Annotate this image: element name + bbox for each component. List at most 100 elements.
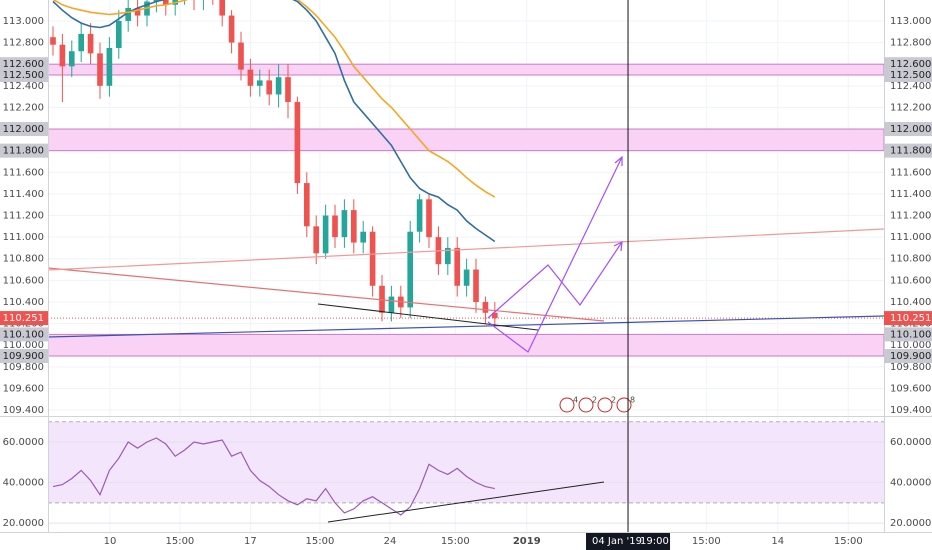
y-tick-label: 111.000 [3,232,44,243]
price-label-box [0,57,48,72]
price-label: 112.000 [3,124,44,135]
x-tick-label: 15:00 [306,536,335,547]
price-label-box [884,143,932,158]
y-tick-label: 112.200 [3,102,44,113]
event-icon [597,397,613,413]
y-tick-label: 110.000 [3,340,44,351]
price-label-box [884,122,932,137]
candle-body [162,0,169,5]
price-label: 109.900 [3,351,44,362]
y-tick-label: 111.400 [890,189,931,200]
event-icon [578,397,594,413]
candle-body [388,296,395,313]
y-tick-label: 110.800 [3,254,44,265]
candle-body [416,199,423,232]
y-tick-label: 110.600 [3,275,44,286]
moving-average [52,0,496,243]
event-icon [616,397,632,413]
price-label: 110.251 [890,313,931,324]
candle-body [407,231,414,308]
price-label: 111.800 [890,146,931,157]
y-tick-label: 109.800 [890,362,931,373]
rsi-band [48,421,884,503]
candle-body [50,37,56,45]
candle-body [491,312,498,319]
candle-body [463,269,470,286]
candle-body [369,231,376,286]
candle-body [266,80,273,95]
x-tick-label: 24 [384,536,397,547]
rsi-tick-label: 40.0000 [890,478,931,489]
rsi-trend-line [327,481,605,523]
trend-line [317,303,539,331]
zone [48,128,884,152]
candle-body [285,77,291,103]
rsi-pane [48,421,884,524]
rsi-tick-label: 40.0000 [3,478,44,489]
x-tick-label: 17 [244,536,257,547]
candle-body [228,15,235,43]
candle-body [332,215,338,238]
price-label: 112.500 [3,70,44,81]
price-label: 112.500 [890,70,931,81]
candle-body [322,215,329,254]
price-label: 112.600 [3,59,44,70]
price-label: 112.000 [890,124,931,135]
zone [48,333,884,357]
candle-body [294,102,301,184]
rsi-tick-label: 20.0000 [890,518,931,529]
trend-line [48,228,884,271]
candle-body [303,183,310,227]
y-tick-label: 111.200 [890,211,931,222]
y-tick-label: 113.000 [3,16,44,27]
moving-average [52,0,496,198]
crosshair-date: 04 Jan '19 [592,536,642,547]
y-tick-label: 110.400 [890,297,931,308]
y-tick-label: 110.800 [890,254,931,265]
rsi-line [52,437,495,516]
y-tick-label: 109.400 [890,405,931,416]
event-count: 2 [611,396,616,405]
candle-body [115,20,122,48]
candle-body [454,247,461,286]
price-label-box [884,349,932,364]
rsi-tick-label: 60.0000 [890,437,931,448]
y-tick-label: 112.400 [890,81,931,92]
y-tick-label: 112.400 [3,81,44,92]
price-pane [48,0,884,326]
y-tick-label: 111.400 [3,189,44,200]
price-label-box [884,57,932,72]
candle-body [444,247,451,265]
candle-body [134,7,141,16]
y-tick-label: 109.800 [3,362,44,373]
y-tick-label: 112.800 [3,38,44,49]
arrow-head [614,155,623,166]
price-label: 109.900 [890,351,931,362]
y-tick-label: 111.600 [3,167,44,178]
y-tick-label: 109.600 [3,383,44,394]
price-label: 111.800 [3,146,44,157]
y-tick-label: 111.600 [890,167,931,178]
price-label: 110.100 [3,329,44,340]
event-count: 8 [630,396,635,405]
candle-body [275,77,282,95]
y-tick-label: 109.400 [3,405,44,416]
price-label-box [0,143,48,158]
price-label: 110.251 [3,313,44,324]
candle-body [68,51,75,67]
candle-body [247,69,254,86]
drawings [48,155,884,353]
projection-arrow [487,156,623,353]
rsi-tick-label: 20.0000 [3,518,44,529]
price-label-box [0,122,48,137]
candle-body [219,0,226,16]
projection-arrow [487,241,623,319]
candle-body [350,210,357,243]
y-tick-label: 113.000 [890,16,931,27]
y-tick-label: 110.400 [3,297,44,308]
x-tick-label: 15:00 [441,536,470,547]
x-tick-label: 15:00 [834,536,863,547]
price-label-box [884,327,932,342]
y-tick-label: 110.000 [890,340,931,351]
